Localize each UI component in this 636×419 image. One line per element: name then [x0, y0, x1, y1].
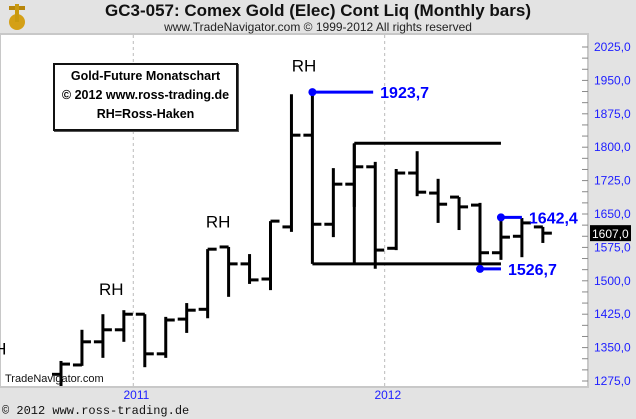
sextant-logo-icon [2, 2, 32, 37]
ohlc-bar [240, 254, 259, 284]
ohlc-bar [52, 360, 70, 386]
ohlc-bar [72, 329, 91, 367]
price-annotation: 1642,4 [496, 210, 578, 227]
ohlc-bar [512, 218, 531, 258]
ohlc-bar [177, 303, 196, 333]
legend-line-3: RH=Ross-Haken [96, 107, 195, 121]
annotation-dot [308, 88, 317, 97]
ohlc-bar [366, 161, 385, 269]
ohlc-bar [324, 168, 343, 238]
y-tick-label: 1950,0 [594, 73, 631, 87]
ohlc-bar [533, 225, 552, 243]
annotation-label: 1923,7 [380, 85, 429, 102]
last-price-marker [590, 225, 631, 242]
y-tick-label: 1350,0 [594, 341, 631, 355]
price-annotation: 1923,7 [308, 85, 429, 102]
ohlc-bar [491, 217, 510, 260]
y-tick-label: 2025,0 [594, 40, 631, 54]
legend-box: Gold-Future Monatschart © 2012 www.ross-… [53, 63, 238, 131]
annotation-label: 1526,7 [508, 262, 557, 279]
y-tick-label: 1275,0 [594, 374, 631, 388]
rh-label: RH [292, 56, 317, 75]
annotation-dot [496, 213, 505, 222]
footer-copyright: © 2012 www.ross-trading.de [2, 404, 190, 418]
chart-subtitle: www.TradeNavigator.com © 1999-2012 All r… [164, 20, 472, 34]
x-tick-label: 2012 [374, 388, 401, 402]
ohlc-bar [135, 312, 154, 368]
annotation-dot [476, 264, 484, 273]
ohlc-bar [387, 169, 406, 251]
chart-title: GC3-057: Comex Gold (Elec) Cont Liq (Mon… [105, 1, 531, 20]
ohlc-bar [450, 195, 469, 231]
legend-line-2: © 2012 www.ross-trading.de [61, 88, 230, 102]
legend-line-1: Gold-Future Monatschart [70, 69, 221, 83]
y-tick-label: 1500,0 [594, 274, 631, 288]
watermark: TradeNavigator.com [5, 373, 104, 385]
ohlc-bar [114, 310, 133, 342]
price-annotation: 1526,7 [476, 262, 557, 279]
ohlc-bar [282, 94, 301, 232]
rh-label: H [0, 339, 6, 358]
ohlc-bar [429, 178, 448, 223]
ohlc-bar [156, 316, 175, 358]
ohlc-bar [261, 219, 280, 291]
ohlc-bar [93, 314, 112, 358]
ohlc-bar [408, 151, 427, 197]
rh-label: RH [99, 280, 124, 299]
y-tick-label: 1575,0 [594, 240, 631, 254]
y-tick-label: 1800,0 [594, 140, 631, 154]
y-tick-label: 1425,0 [594, 307, 631, 321]
ohlc-bar [198, 247, 217, 319]
ohlc-bar [303, 92, 322, 264]
x-tick-label: 2011 [124, 388, 150, 402]
ohlc-bar [219, 245, 238, 297]
y-tick-label: 1875,0 [594, 107, 631, 121]
rh-label: RH [206, 212, 231, 231]
last-price-label: 1607,0 [592, 227, 629, 241]
y-tick-label: 1725,0 [594, 174, 631, 188]
ohlc-bar [471, 202, 489, 269]
y-tick-label: 1650,0 [594, 207, 631, 221]
annotation-label: 1642,4 [529, 210, 578, 227]
